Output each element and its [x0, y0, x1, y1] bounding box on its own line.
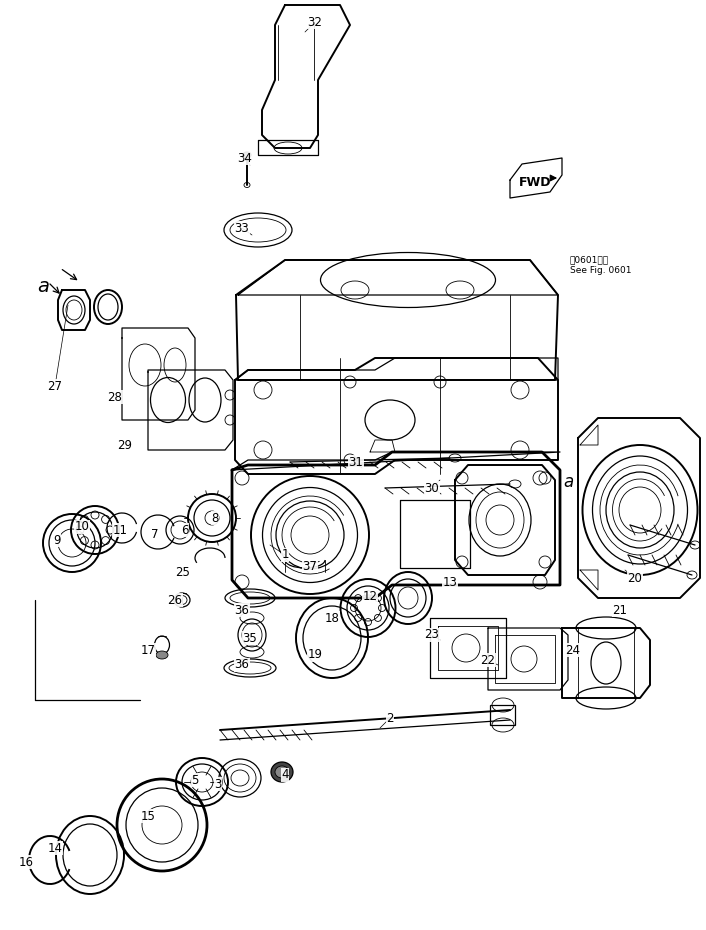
Text: 10: 10	[75, 521, 90, 534]
Text: 26: 26	[167, 593, 182, 606]
Text: 33: 33	[234, 221, 249, 234]
Text: a: a	[563, 473, 573, 491]
Ellipse shape	[271, 762, 293, 782]
Text: 25: 25	[176, 565, 191, 578]
Text: 7: 7	[151, 527, 159, 540]
Text: 15: 15	[140, 809, 155, 822]
Text: 3: 3	[215, 777, 222, 790]
Bar	[490, 705, 515, 725]
Text: 27: 27	[47, 379, 63, 392]
Text: 12: 12	[362, 590, 378, 603]
Text: 37: 37	[303, 560, 318, 573]
Text: 36: 36	[234, 658, 249, 671]
Text: FWD: FWD	[519, 176, 551, 189]
Text: 36: 36	[234, 604, 249, 617]
Text: 31: 31	[349, 456, 364, 469]
Text: 16: 16	[18, 856, 33, 869]
Ellipse shape	[243, 152, 251, 158]
Text: 32: 32	[308, 16, 323, 29]
Ellipse shape	[156, 651, 168, 659]
Text: 2: 2	[386, 711, 394, 724]
Text: 29: 29	[117, 439, 133, 451]
Text: 14: 14	[47, 842, 63, 855]
Text: 17: 17	[140, 644, 155, 657]
Text: a: a	[37, 276, 49, 296]
Text: 図0601参照
See Fig. 0601: 図0601参照 See Fig. 0601	[570, 256, 631, 274]
Text: 23: 23	[424, 629, 439, 642]
Text: 1: 1	[281, 549, 289, 562]
Text: 4: 4	[281, 768, 289, 781]
Text: 35: 35	[243, 631, 258, 644]
Text: 28: 28	[107, 391, 122, 404]
Text: 11: 11	[112, 524, 128, 537]
Text: 24: 24	[566, 644, 580, 657]
Ellipse shape	[275, 766, 289, 778]
Text: 21: 21	[613, 604, 628, 617]
Text: 18: 18	[325, 612, 340, 625]
Text: 8: 8	[211, 512, 219, 525]
Text: 6: 6	[181, 524, 189, 537]
Text: 34: 34	[237, 152, 253, 165]
Text: 22: 22	[481, 654, 496, 667]
Text: 20: 20	[628, 572, 642, 584]
Text: 30: 30	[424, 482, 439, 495]
Text: 13: 13	[443, 576, 457, 589]
Text: 5: 5	[191, 774, 198, 787]
Text: 9: 9	[53, 534, 61, 547]
Text: 19: 19	[308, 648, 323, 661]
